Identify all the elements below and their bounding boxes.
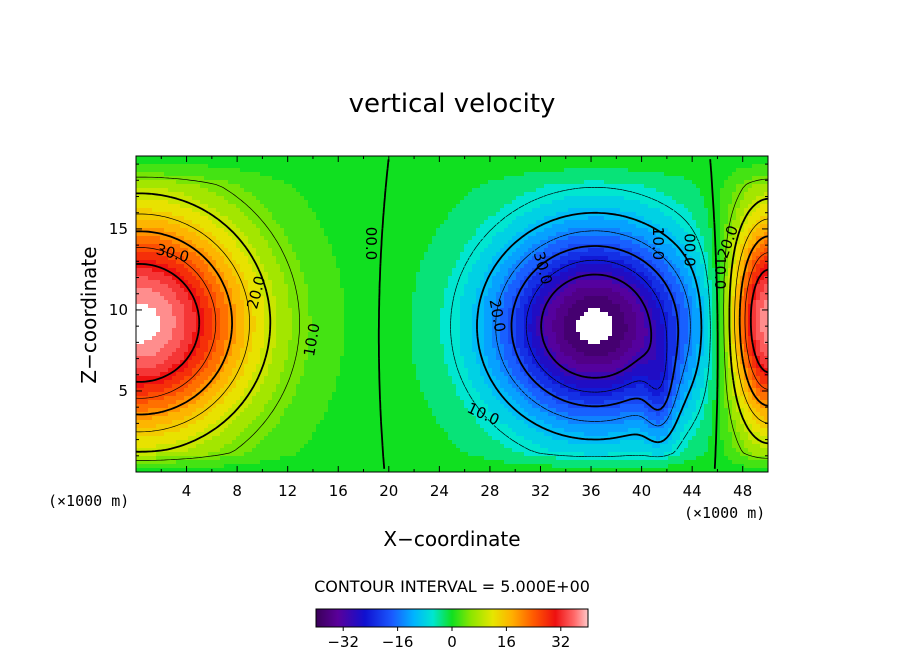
contour-level-0 <box>377 159 719 469</box>
contour-level-15 <box>136 213 768 433</box>
contour-level-25 <box>136 247 768 399</box>
y-tick-label: 15 <box>109 220 128 238</box>
plot-frame <box>135 155 769 473</box>
x-tick-label: 16 <box>329 482 348 500</box>
contour-lines <box>136 159 768 469</box>
x-tick-label: 44 <box>683 482 702 500</box>
colorbar-tick-label: 0 <box>447 633 457 651</box>
x-tick-label: 28 <box>480 482 499 500</box>
colorbar-tick-label: −16 <box>382 633 414 651</box>
x-axis: 4 8 12 16 20 24 28 32 36 40 44 48 <box>160 156 752 500</box>
colorbar-tick-label: 16 <box>497 633 516 651</box>
chart-title: vertical velocity <box>349 89 556 119</box>
x-tick-label: 12 <box>278 482 297 500</box>
contour-level-neg30 <box>540 273 653 379</box>
x-tick-label: 40 <box>632 482 651 500</box>
contour-level-neg5 <box>450 187 711 458</box>
contour-label: 10.0 <box>711 256 729 289</box>
velocity-field <box>136 156 768 472</box>
colorbar <box>315 608 589 628</box>
x-tick-label: 48 <box>733 482 752 500</box>
contour-interval-text: CONTOUR INTERVAL = 5.000E+00 <box>314 577 590 596</box>
y-tick-label: 10 <box>109 301 128 319</box>
x-tick-label: 4 <box>182 482 192 500</box>
y-axis-label: Z−coordinate <box>77 246 101 383</box>
contour-level-10 <box>136 192 768 453</box>
contour-label: 20.0 <box>486 298 510 334</box>
contour-level-20 <box>136 230 768 416</box>
contour-level-neg10 <box>476 211 703 444</box>
contour-level-30 <box>136 263 768 383</box>
x-tick-label: 20 <box>379 482 398 500</box>
contour-level-5 <box>136 176 768 461</box>
y-axis: 5 10 15 <box>109 163 768 457</box>
x-tick-label: 36 <box>581 482 600 500</box>
contour-level-neg25 <box>525 259 668 393</box>
contour-level-neg20 <box>510 245 680 411</box>
colorbar-ticks: −32 −16 0 16 32 <box>327 627 570 651</box>
x-tick-label: 8 <box>232 482 242 500</box>
contour-label: 10.0 <box>649 227 667 260</box>
x-tick-label: 24 <box>430 482 449 500</box>
colorbar-tick-label: 32 <box>551 633 570 651</box>
contour-label: 00.0 <box>362 227 380 260</box>
x-unit-label-right: (×1000 m) <box>684 504 765 522</box>
x-unit-label-left: (×1000 m) <box>48 492 129 510</box>
x-axis-label: X−coordinate <box>383 527 520 551</box>
contour-label: 10.0 <box>300 322 324 358</box>
colorbar-tick-label: −32 <box>327 633 359 651</box>
contour-level-neg15 <box>495 230 691 427</box>
contour-label: 00.0 <box>681 233 699 266</box>
y-tick-label: 5 <box>118 382 128 400</box>
x-tick-label: 32 <box>531 482 550 500</box>
